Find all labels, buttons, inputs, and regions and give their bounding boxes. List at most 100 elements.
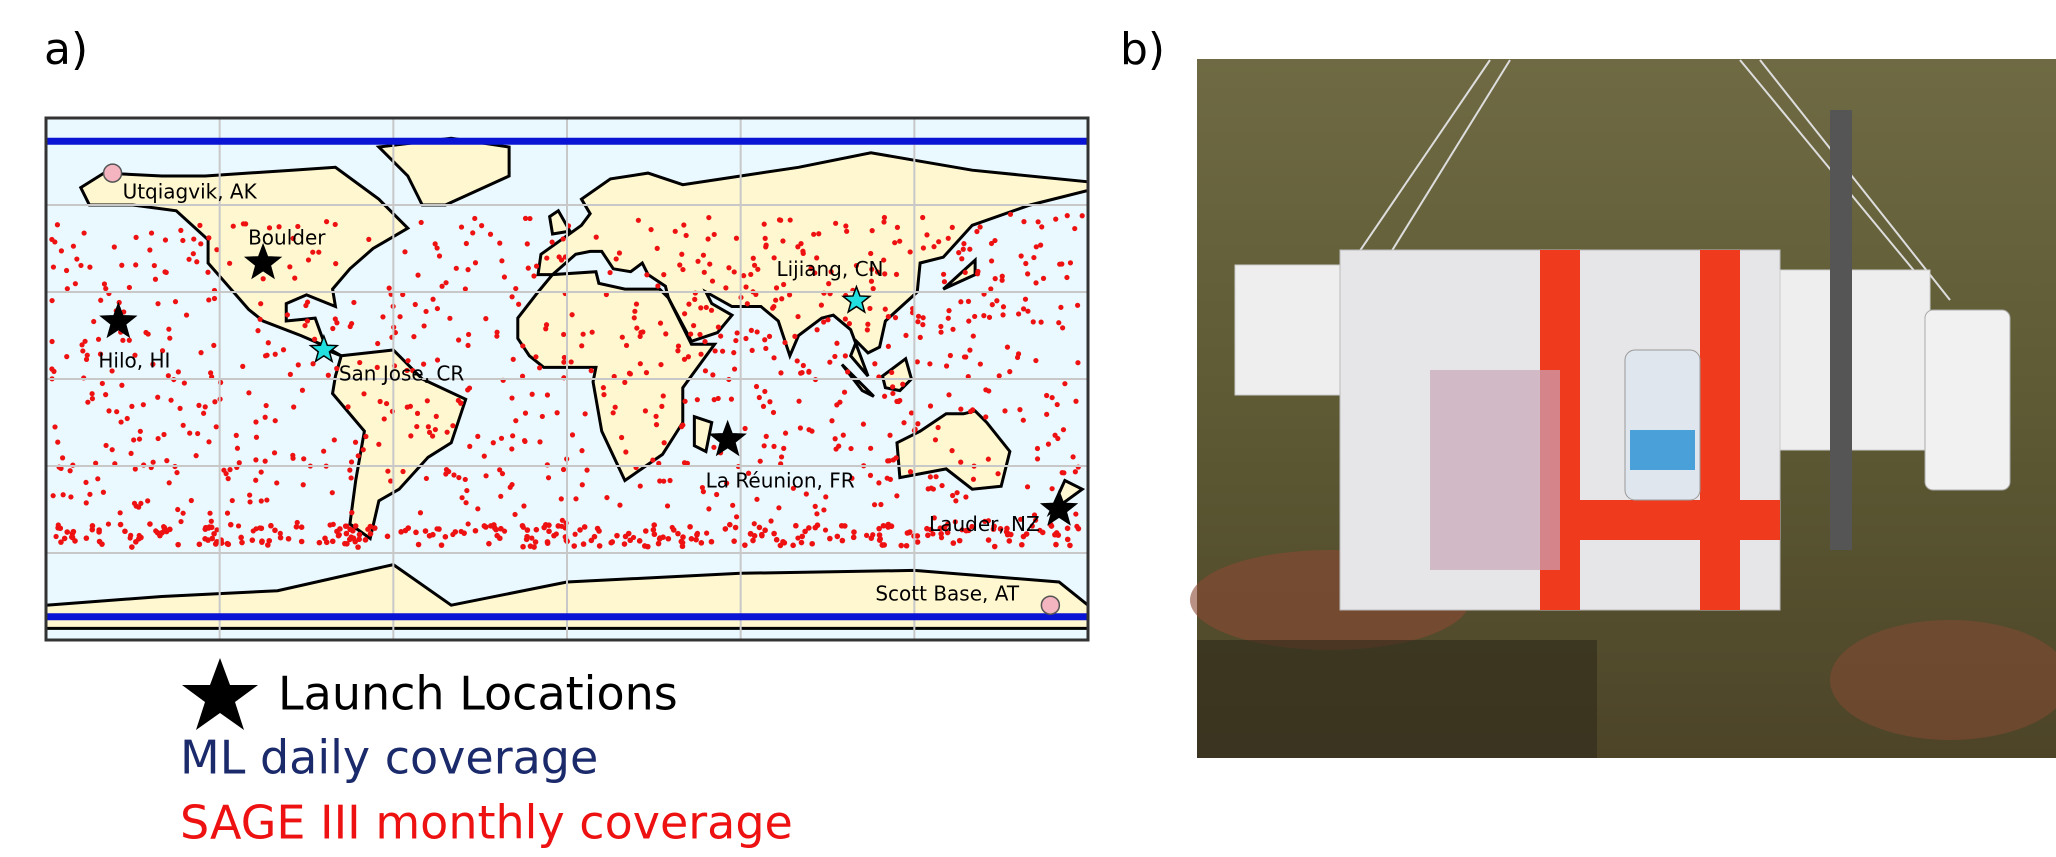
coverage-dot [550,240,555,245]
coverage-dot [675,348,680,353]
coverage-dot [357,532,363,538]
coverage-dot [1000,278,1005,283]
coverage-dot [694,532,700,538]
coverage-dot [540,414,545,419]
coverage-dot [796,399,801,404]
location-marker [104,164,122,182]
coverage-dot [661,272,666,277]
coverage-dot [953,498,958,503]
coverage-dot [1058,305,1063,310]
coverage-dot [415,411,420,416]
coverage-dot [178,228,183,233]
coverage-dot [347,468,352,473]
coverage-dot [375,341,380,346]
coverage-dot [499,436,504,441]
coverage-dot [989,258,994,263]
coverage-dot [698,352,703,357]
coverage-dot [908,469,913,474]
coverage-dot [909,410,914,415]
coverage-dot [920,215,925,220]
coverage-dot [699,540,705,546]
coverage-dot [847,321,852,326]
coverage-dot [151,460,156,465]
panel-label: a) [44,24,88,75]
coverage-dot [958,460,963,465]
coverage-dot [349,510,354,515]
coverage-dot [634,325,639,330]
coverage-dot [1065,537,1071,543]
coverage-dot [614,256,619,261]
coverage-dot [710,278,715,283]
coverage-dot [254,435,259,440]
coverage-dot [750,348,755,353]
coverage-dot [559,257,564,262]
coverage-dot [541,525,547,531]
coverage-dot [273,418,278,423]
coverage-dot [735,330,740,335]
coverage-dot [355,544,361,550]
coverage-dot [643,408,648,413]
coverage-dot [525,527,531,533]
coverage-dot [450,423,455,428]
location-label: Lijiang, CN [776,257,883,281]
coverage-dot [52,239,57,244]
coverage-dot [703,368,708,373]
coverage-dot [843,316,848,321]
coverage-dot [942,279,947,284]
coverage-dot [592,534,598,540]
coverage-dot [974,229,979,234]
coverage-dot [743,284,748,289]
coverage-dot [1025,484,1030,489]
coverage-dot [483,316,488,321]
coverage-dot [993,276,998,281]
coverage-dot [903,333,908,338]
coverage-dot [368,531,374,537]
coverage-dot [326,373,331,378]
location-label: Scott Base, AT [875,582,1020,606]
coverage-dot [103,392,108,397]
coverage-dot [780,238,785,243]
coverage-dot [885,476,890,481]
coverage-dot [467,385,472,390]
coverage-dot [941,272,946,277]
coverage-dot [1021,418,1026,423]
coverage-dot [695,259,700,264]
coverage-dot [58,539,64,545]
coverage-dot [894,455,899,460]
coverage-dot [843,223,848,228]
coverage-dot [781,282,786,287]
coverage-dot [843,353,848,358]
coverage-dot [687,524,693,530]
coverage-dot [128,451,133,456]
coverage-dot [819,303,824,308]
coverage-dot [512,512,517,517]
coverage-dot [656,541,662,547]
coverage-dot [693,537,699,543]
coverage-dot [439,284,444,289]
coverage-dot [771,355,776,360]
coverage-dot [231,224,236,229]
coverage-dot [173,299,178,304]
coverage-dot [628,371,633,376]
coverage-dot [209,519,214,524]
coverage-dot [680,543,686,549]
coverage-dot [966,299,971,304]
coverage-dot [757,395,762,400]
coverage-dot [865,322,870,327]
coverage-dot [546,528,552,534]
coverage-dot [712,397,717,402]
coverage-dot [638,361,643,366]
coverage-dot [677,262,682,267]
coverage-dot [798,425,803,430]
coverage-dot [712,232,717,237]
coverage-dot [488,232,493,237]
coverage-dot [689,536,695,542]
coverage-dot [163,237,168,242]
coverage-dot [259,539,265,545]
coverage-dot [729,397,734,402]
coverage-dot [59,248,64,253]
coverage-dot [470,230,475,235]
coverage-dot [617,503,622,508]
coverage-dot [78,263,83,268]
coverage-dot [1039,224,1044,229]
